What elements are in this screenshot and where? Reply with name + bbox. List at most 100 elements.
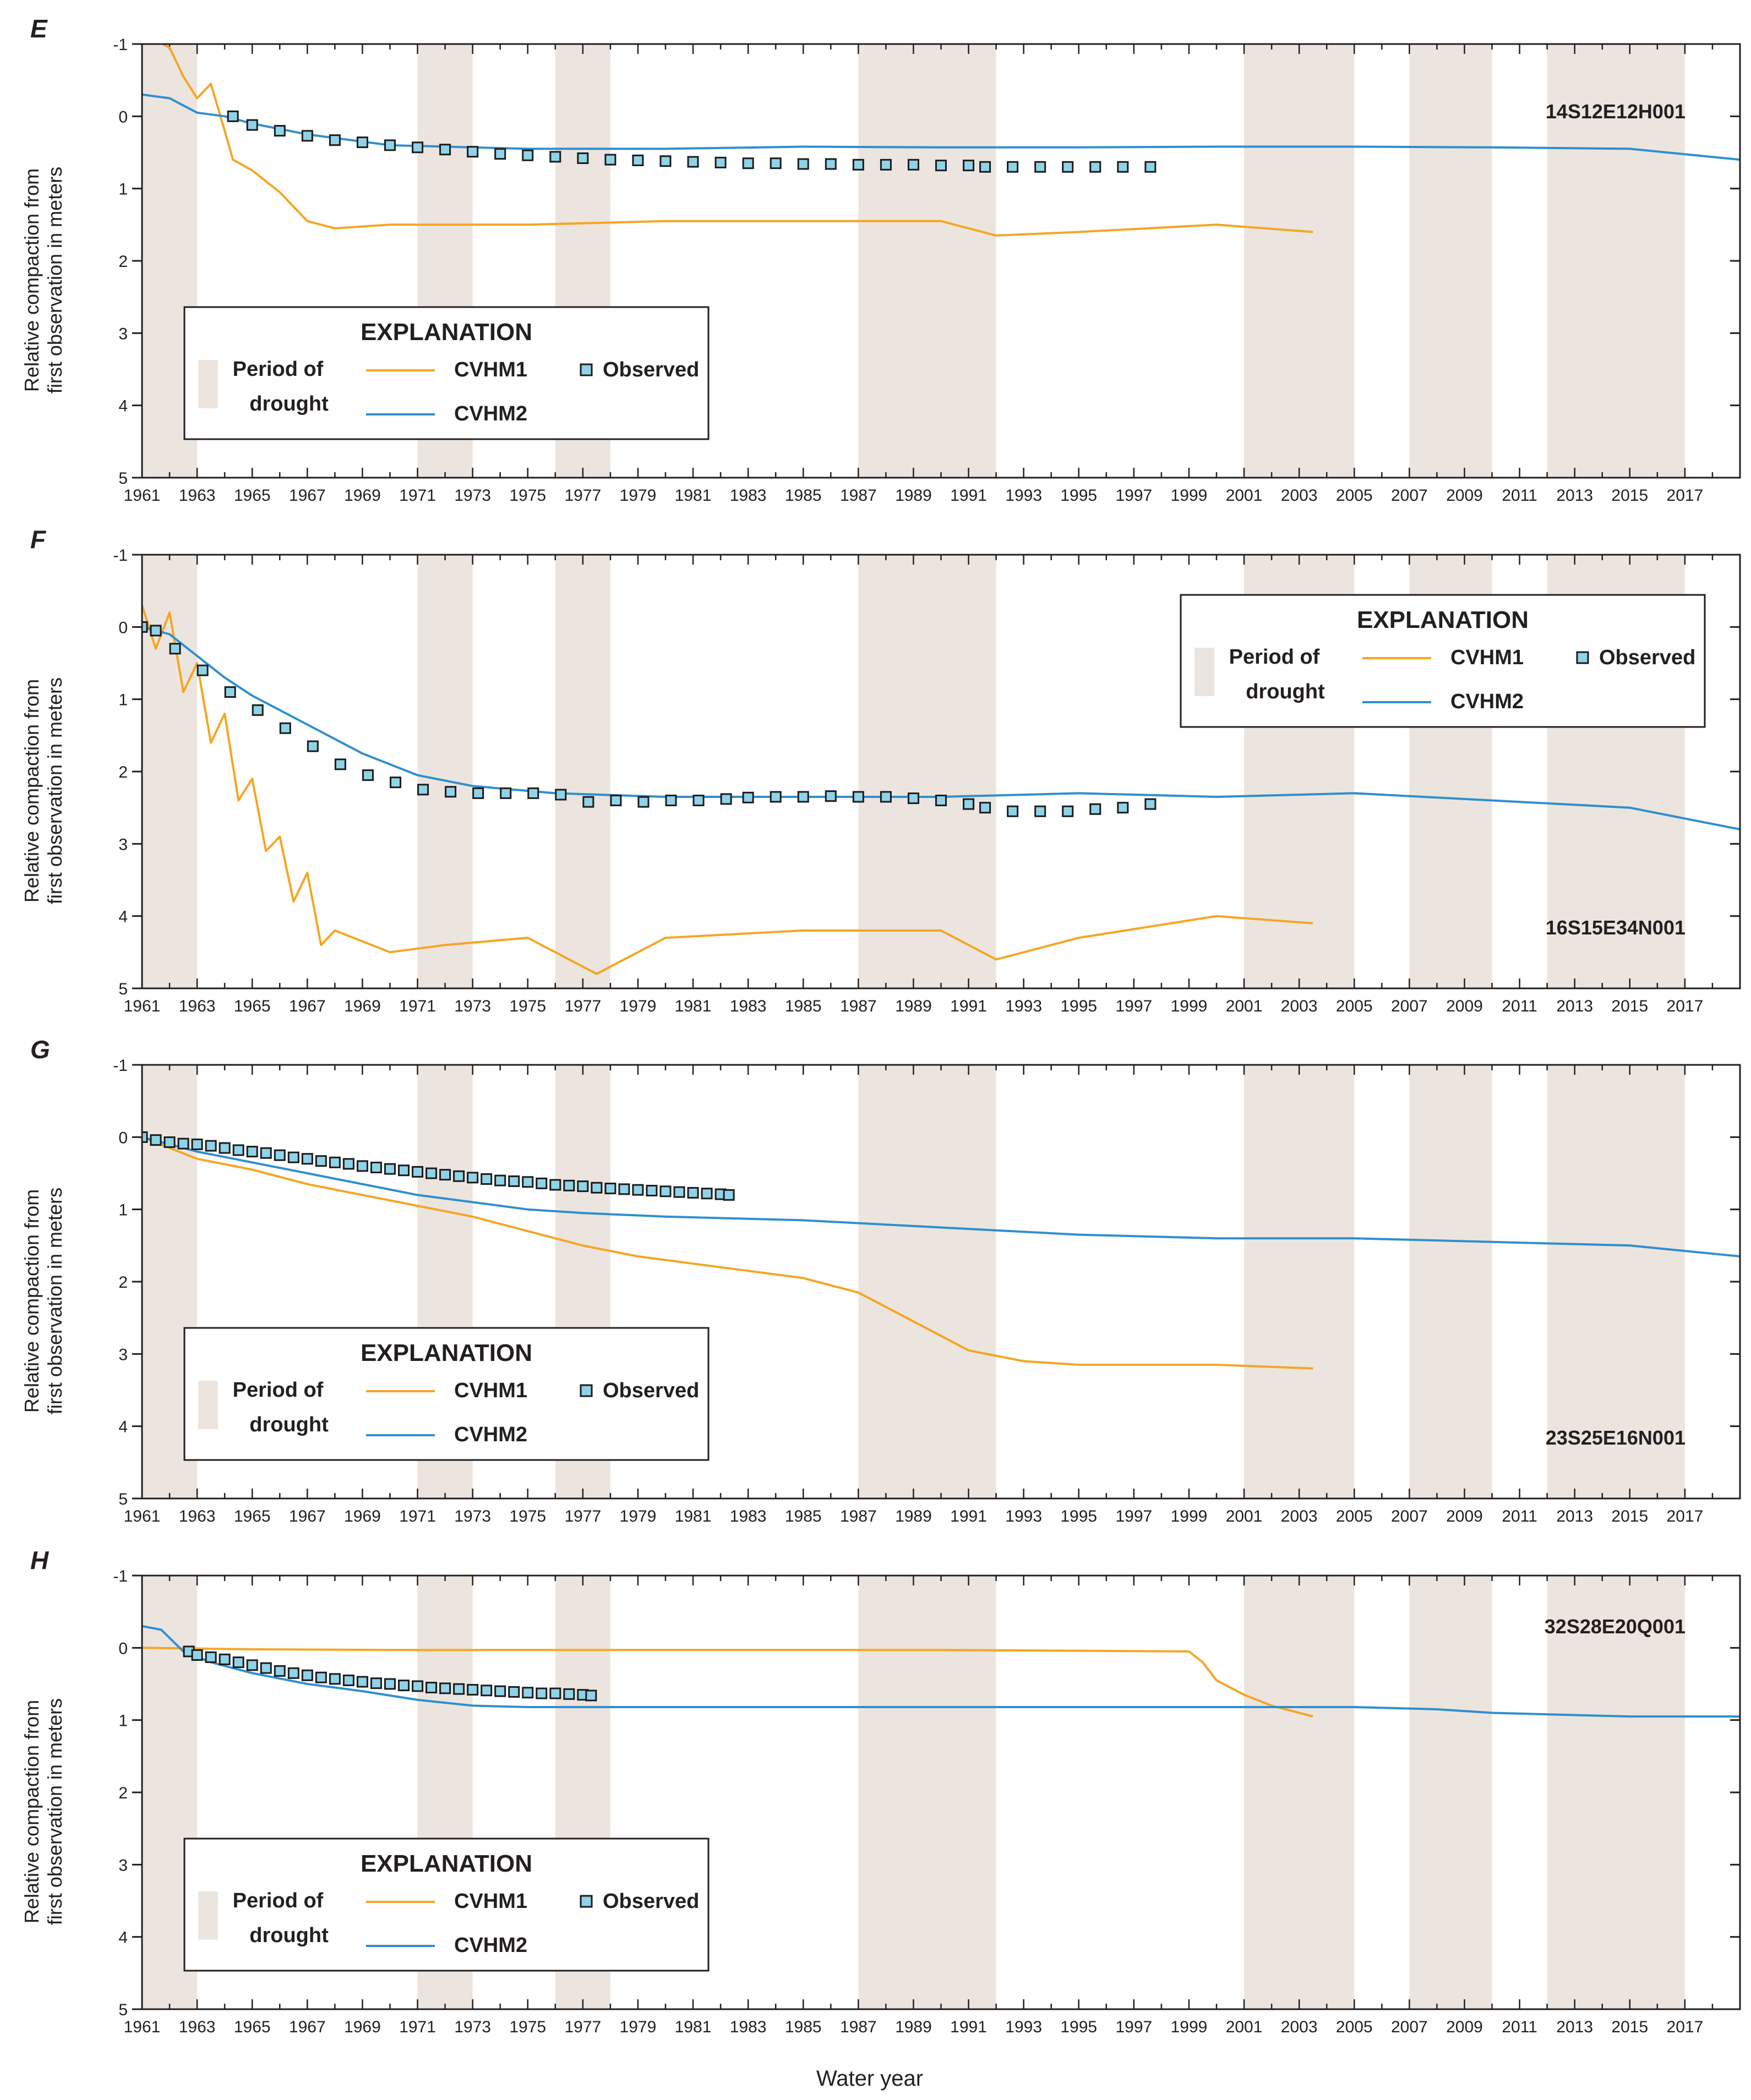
observed-point bbox=[1089, 803, 1101, 815]
observed-point bbox=[797, 158, 809, 170]
drought-band bbox=[1244, 1576, 1355, 2009]
observed-point bbox=[445, 786, 457, 798]
legend-observed-marker bbox=[580, 1384, 593, 1397]
observed-point bbox=[979, 802, 991, 814]
y-axis-label-line2: first observation in meters bbox=[43, 1188, 66, 1414]
legend-box bbox=[183, 1327, 710, 1461]
observed-point bbox=[536, 1177, 548, 1189]
observed-point bbox=[825, 790, 837, 802]
x-tick-label: 2005 bbox=[1336, 1507, 1373, 1525]
drought-band bbox=[555, 555, 610, 988]
x-tick-label: 1977 bbox=[564, 486, 601, 505]
observed-point bbox=[659, 155, 672, 167]
observed-point bbox=[227, 110, 239, 122]
drought-band bbox=[858, 555, 996, 988]
x-tick-label: 1965 bbox=[234, 997, 271, 1015]
observed-point bbox=[632, 154, 644, 166]
x-tick-label: 1965 bbox=[234, 2018, 271, 2036]
x-tick-label: 2011 bbox=[1502, 486, 1537, 505]
x-tick-label: 1983 bbox=[730, 486, 767, 505]
x-tick-label: 1983 bbox=[730, 2018, 767, 2036]
y-axis-label-line2: first observation in meters bbox=[43, 1698, 66, 1925]
legend-cvhm1-label: CVHM1 bbox=[454, 358, 527, 381]
x-tick-label: 2009 bbox=[1446, 997, 1483, 1015]
x-tick-label: 1967 bbox=[289, 486, 326, 505]
x-tick-label: 2009 bbox=[1446, 486, 1483, 505]
observed-point bbox=[1117, 802, 1129, 814]
observed-point bbox=[963, 798, 975, 810]
drought-band bbox=[1547, 1065, 1685, 1499]
observed-point bbox=[1062, 161, 1074, 173]
x-tick-label: 2011 bbox=[1502, 2018, 1537, 2036]
observed-point bbox=[177, 1138, 189, 1150]
y-tick-label: 4 bbox=[118, 397, 128, 415]
x-tick-label: 1965 bbox=[234, 486, 271, 505]
observed-point bbox=[1144, 161, 1157, 173]
x-tick-label: 2005 bbox=[1336, 997, 1373, 1015]
y-tick-label: 5 bbox=[118, 469, 128, 488]
x-tick-label: 1971 bbox=[399, 2018, 436, 2036]
observed-point bbox=[907, 792, 919, 805]
observed-point bbox=[522, 149, 534, 161]
y-tick-label: 5 bbox=[118, 1490, 128, 1508]
x-tick-label: 1995 bbox=[1060, 1507, 1097, 1525]
observed-point bbox=[301, 130, 313, 142]
observed-point bbox=[687, 1186, 699, 1199]
x-tick-label: 2003 bbox=[1281, 2018, 1318, 2036]
observed-point bbox=[205, 1140, 217, 1152]
observed-point bbox=[315, 1155, 327, 1167]
observed-point bbox=[384, 139, 396, 151]
observed-point bbox=[494, 1174, 506, 1186]
observed-point bbox=[549, 151, 561, 163]
observed-point bbox=[963, 160, 975, 172]
observed-point bbox=[880, 791, 892, 803]
observed-point bbox=[508, 1686, 520, 1698]
x-tick-label: 1975 bbox=[509, 486, 546, 505]
observed-point bbox=[500, 787, 512, 799]
x-tick-label: 1991 bbox=[950, 486, 987, 505]
y-tick-label: 1 bbox=[118, 1201, 128, 1219]
observed-point bbox=[142, 1131, 148, 1143]
legend-drought-label-1: Period of bbox=[233, 358, 324, 381]
y-axis-label-line1: Relative compaction from bbox=[20, 1189, 43, 1413]
drought-band bbox=[1547, 1576, 1685, 2009]
observed-point bbox=[260, 1147, 272, 1159]
observed-point bbox=[412, 141, 424, 154]
observed-point bbox=[1007, 805, 1019, 817]
observed-point bbox=[637, 796, 650, 808]
x-tick-label: 1979 bbox=[620, 1507, 657, 1525]
x-tick-label: 2007 bbox=[1391, 486, 1428, 505]
x-tick-label: 1979 bbox=[620, 486, 657, 505]
legend-cvhm1-label: CVHM1 bbox=[1450, 646, 1524, 669]
x-tick-label: 2005 bbox=[1336, 2018, 1373, 2036]
x-tick-label: 2017 bbox=[1667, 486, 1704, 505]
y-tick-label: 0 bbox=[118, 108, 128, 126]
y-tick-label: 0 bbox=[118, 1129, 128, 1147]
y-tick-label: 2 bbox=[118, 1784, 128, 1802]
observed-point bbox=[370, 1161, 382, 1173]
x-tick-label: 1991 bbox=[950, 2018, 987, 2036]
observed-point bbox=[467, 1684, 479, 1696]
y-tick-label: 0 bbox=[118, 619, 128, 637]
x-tick-label: 2001 bbox=[1226, 1507, 1263, 1525]
y-tick-label: 2 bbox=[118, 1273, 128, 1292]
panel-letter: E bbox=[30, 14, 48, 43]
x-tick-label: 2017 bbox=[1667, 1507, 1704, 1525]
x-tick-label: 2011 bbox=[1502, 1507, 1537, 1525]
observed-point bbox=[527, 787, 539, 799]
x-tick-label: 2009 bbox=[1446, 1507, 1483, 1525]
observed-point bbox=[1062, 805, 1074, 817]
series-cvhm2 bbox=[142, 93, 1740, 161]
drought-band bbox=[142, 555, 198, 988]
series-cvhm1 bbox=[142, 1647, 1313, 1718]
observed-point bbox=[979, 161, 991, 173]
x-tick-label: 2013 bbox=[1556, 486, 1593, 505]
x-tick-label: 1977 bbox=[564, 997, 601, 1015]
drought-band bbox=[1244, 1065, 1355, 1499]
x-tick-label: 2015 bbox=[1611, 2018, 1648, 2036]
observed-point bbox=[1117, 161, 1129, 173]
legend-title: EXPLANATION bbox=[1357, 606, 1529, 633]
observed-point bbox=[219, 1142, 231, 1154]
observed-point bbox=[582, 796, 594, 808]
